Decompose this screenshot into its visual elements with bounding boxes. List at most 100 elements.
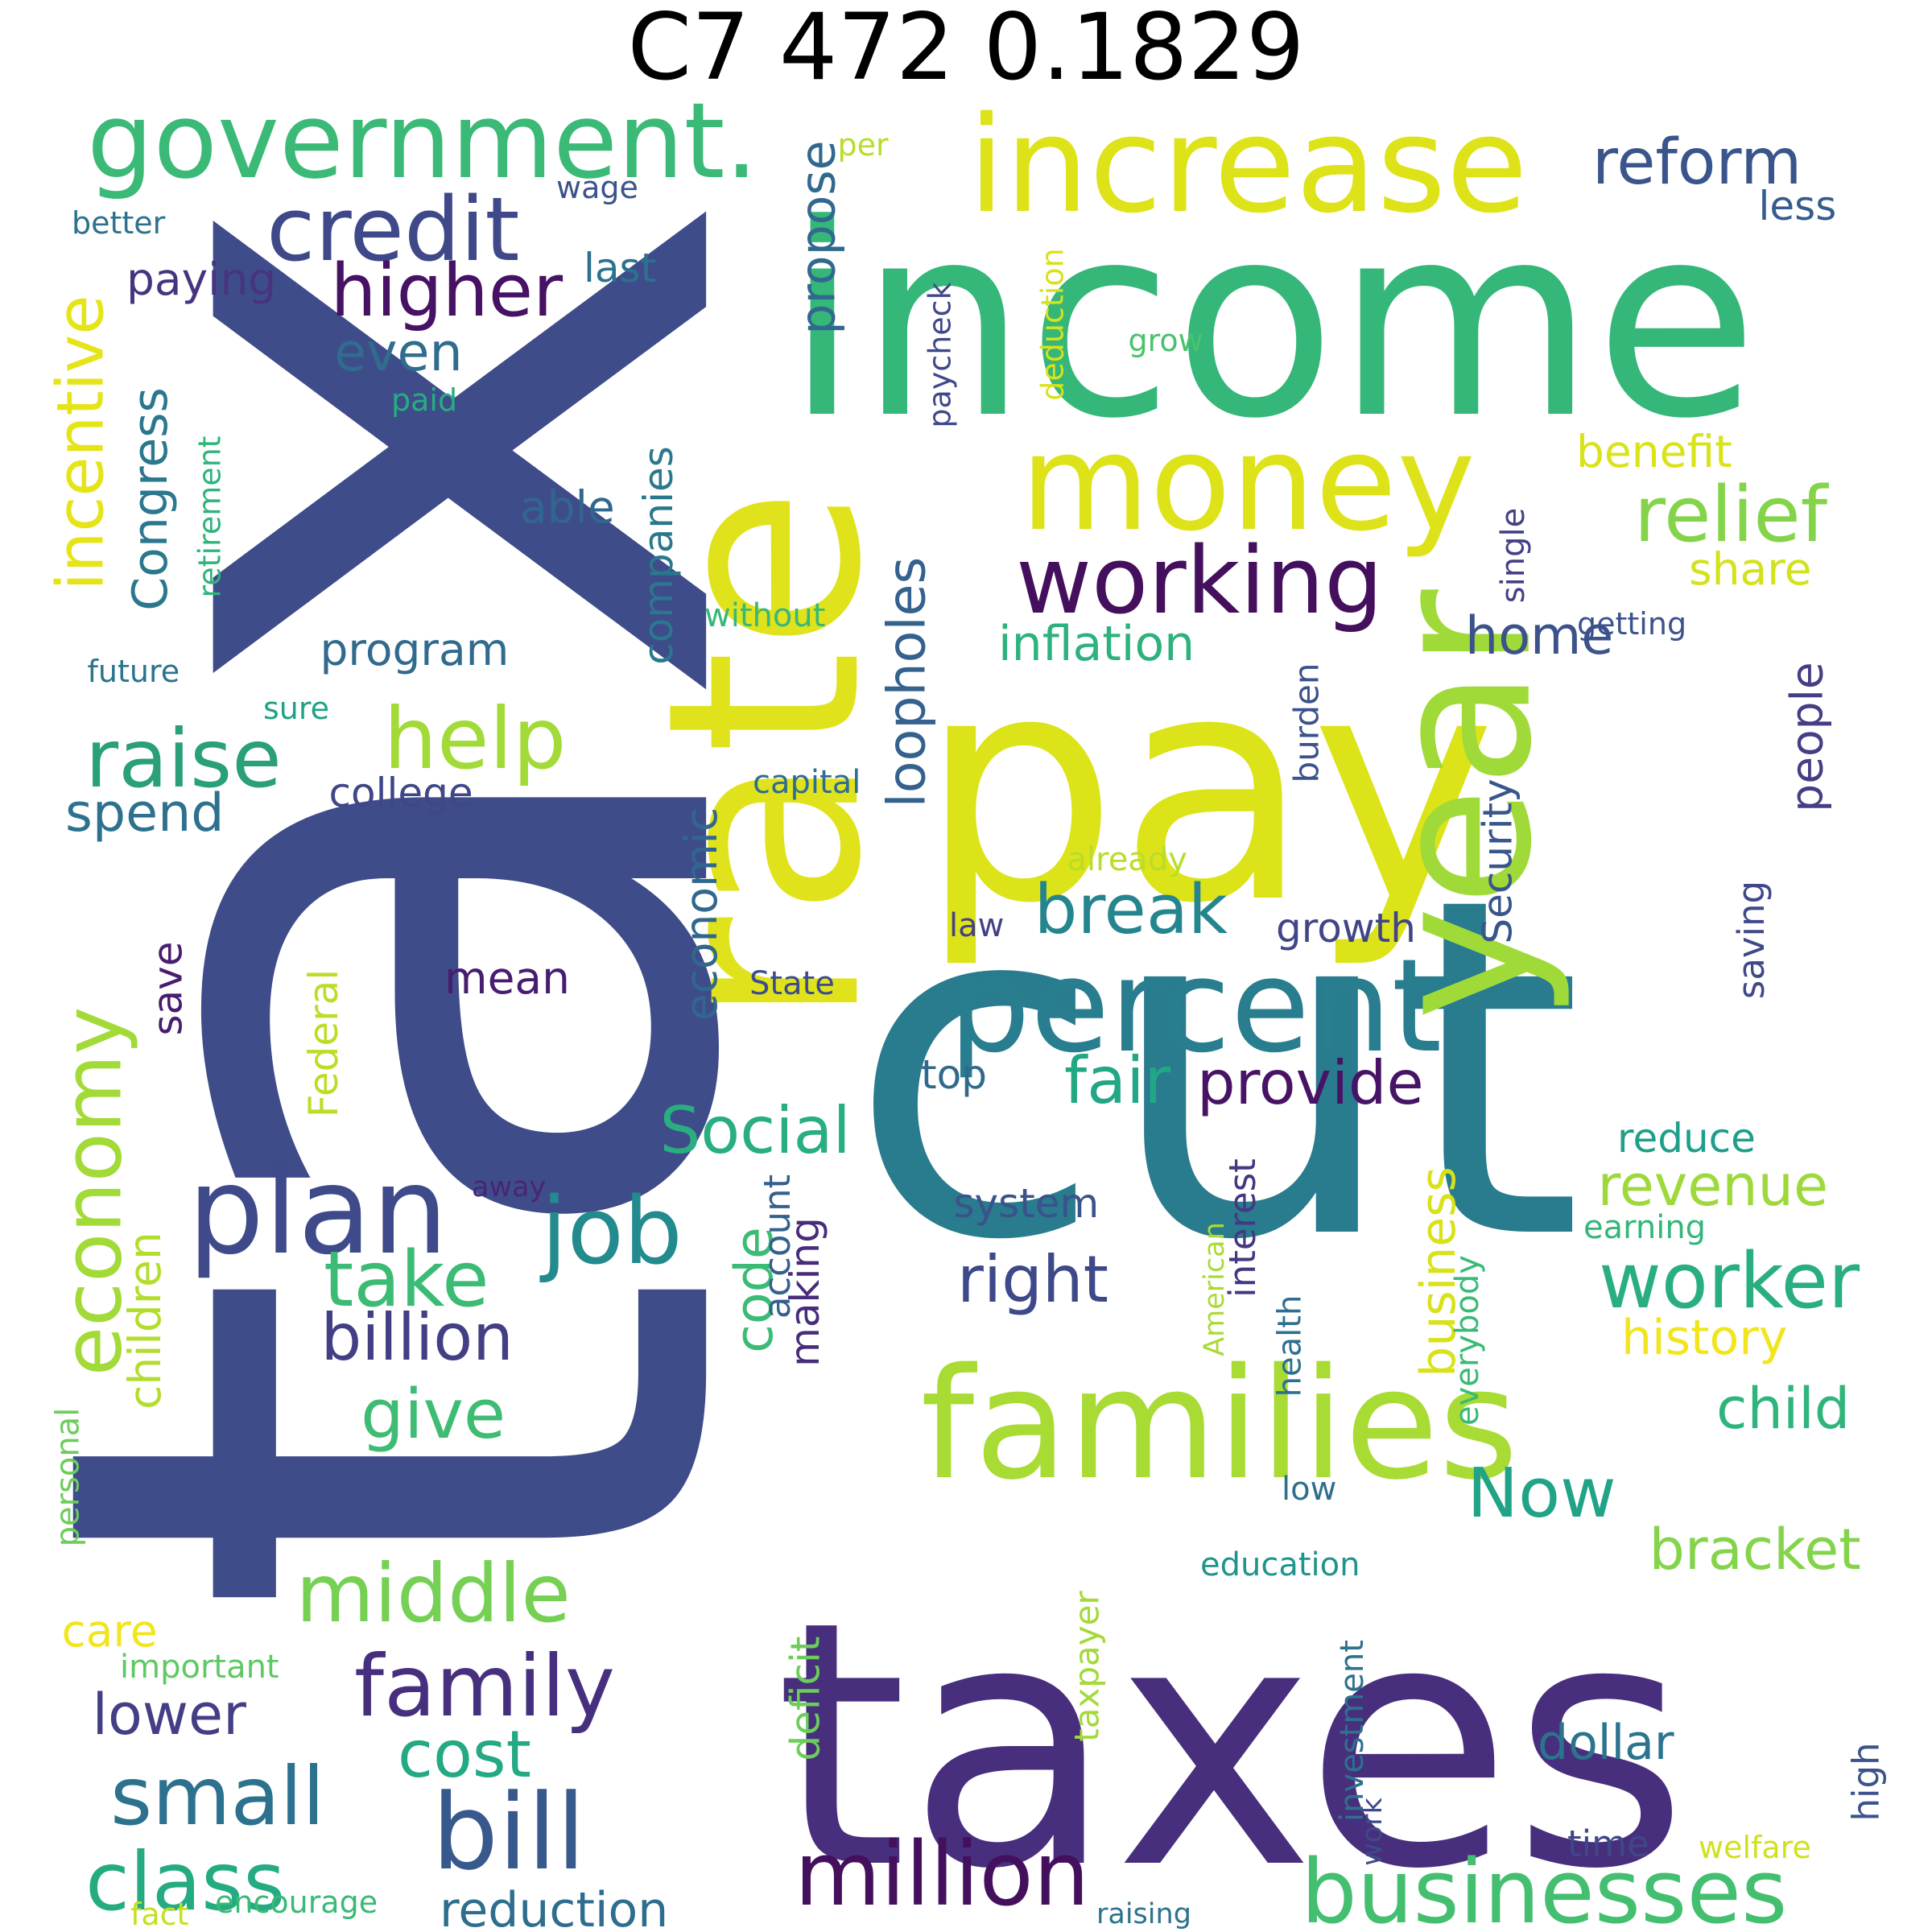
word-burden: burden — [1286, 663, 1326, 783]
word-growth: growth — [1276, 905, 1416, 952]
word-child: child — [1716, 1376, 1851, 1442]
word-reduce: reduce — [1617, 1115, 1756, 1162]
word-law: law — [949, 907, 1005, 944]
word-single: single — [1495, 507, 1533, 604]
word-already: already — [1067, 841, 1187, 878]
word-million: million — [795, 1823, 1090, 1926]
word-pay: pay — [919, 606, 1496, 972]
word-top: top — [921, 1051, 987, 1098]
word-higher: higher — [330, 249, 564, 333]
word-less: less — [1758, 183, 1837, 229]
word-mean: mean — [444, 952, 570, 1004]
word-reform: reform — [1592, 126, 1802, 199]
word-work: work — [1356, 1797, 1389, 1866]
word-deficit: deficit — [781, 1636, 828, 1761]
word-class: class — [85, 1835, 286, 1929]
word-revenue: revenue — [1597, 1153, 1829, 1219]
word-college: college — [328, 770, 473, 816]
word-low: low — [1282, 1471, 1337, 1508]
word-increase: increase — [968, 87, 1528, 242]
word-reduction: reduction — [440, 1882, 669, 1932]
word-better: better — [72, 205, 166, 241]
word-home: home — [1465, 605, 1614, 667]
word-take: take — [324, 1235, 489, 1324]
word-children: children — [118, 1231, 171, 1410]
word-credit: credit — [266, 178, 520, 281]
word-save: save — [144, 941, 192, 1036]
word-dollar: dollar — [1538, 1715, 1674, 1771]
word-percent: percent — [948, 931, 1443, 1081]
word-taxes: taxes — [774, 1550, 1689, 1932]
word-fair: fair — [1064, 1043, 1171, 1118]
word-companies: companies — [634, 446, 682, 665]
word-people: people — [1781, 661, 1833, 812]
word-last: last — [584, 245, 657, 291]
word-lower: lower — [92, 1682, 246, 1748]
word-working: working — [1016, 526, 1384, 635]
word-loopholes: loopholes — [877, 556, 938, 807]
word-bracket: bracket — [1649, 1517, 1861, 1583]
wordcloud-title: C7 472 0.1829 — [627, 0, 1305, 101]
word-cut: cut — [848, 799, 1583, 1342]
word-investment: investment — [1333, 1640, 1371, 1822]
word-provide: provide — [1197, 1046, 1424, 1118]
word-economic: economic — [675, 807, 727, 1021]
word-raising: raising — [1096, 1897, 1191, 1930]
word-away: away — [472, 1170, 547, 1203]
word-high: high — [1844, 1741, 1888, 1822]
word-earning: earning — [1583, 1209, 1707, 1246]
word-without: without — [704, 597, 826, 634]
word-share: share — [1689, 543, 1812, 595]
word-benefit: benefit — [1576, 425, 1732, 477]
word-taxpayer: taxpayer — [1067, 1591, 1107, 1742]
word-capital: capital — [753, 764, 861, 801]
word-raise: raise — [85, 712, 282, 806]
word-incentive: incentive — [43, 295, 118, 591]
word-businesses: businesses — [1301, 1840, 1788, 1932]
word-billion: billion — [320, 1300, 514, 1375]
word-federal: Federal — [300, 968, 348, 1118]
word-deduction: deduction — [1034, 248, 1071, 401]
word-encourage: encourage — [215, 1885, 378, 1920]
word-relief: relief — [1634, 470, 1828, 559]
word-everybody: everybody — [1448, 1255, 1486, 1426]
word-education: education — [1200, 1546, 1360, 1583]
word-welfare: welfare — [1699, 1830, 1811, 1865]
word-give: give — [361, 1374, 506, 1455]
word-sure: sure — [263, 691, 330, 726]
word-middle: middle — [295, 1546, 571, 1641]
word-congress: Congress — [122, 387, 179, 611]
word-break: break — [1034, 869, 1228, 950]
word-job: job — [541, 1177, 683, 1286]
word-government: government. — [87, 80, 758, 202]
word-help: help — [383, 689, 567, 788]
word-state: State — [749, 965, 835, 1002]
word-care: care — [61, 1604, 158, 1657]
word-even: even — [334, 322, 463, 383]
word-now: Now — [1467, 1453, 1616, 1534]
word-right: right — [957, 1242, 1108, 1317]
word-propose: propose — [790, 140, 847, 335]
word-income: income — [785, 167, 1759, 477]
word-money: money — [1020, 405, 1476, 560]
word-paid: paid — [391, 382, 458, 418]
word-paying: paying — [126, 253, 277, 305]
word-families: families — [920, 1335, 1519, 1513]
word-fact: fact — [130, 1897, 189, 1932]
word-bill: bill — [431, 1771, 586, 1893]
word-saving: saving — [1729, 880, 1773, 999]
word-inflation: inflation — [998, 616, 1195, 672]
word-history: history — [1621, 1310, 1788, 1366]
word-per: per — [837, 127, 889, 163]
word-cost: cost — [398, 1717, 531, 1792]
word-american: American — [1198, 1221, 1231, 1356]
word-worker: worker — [1599, 1236, 1860, 1326]
word-system: system — [953, 1180, 1100, 1227]
word-future: future — [87, 654, 180, 689]
word-paycheck: paycheck — [922, 282, 958, 428]
word-grow: grow — [1128, 323, 1203, 358]
word-program: program — [320, 623, 510, 675]
word-getting: getting — [1577, 606, 1687, 642]
